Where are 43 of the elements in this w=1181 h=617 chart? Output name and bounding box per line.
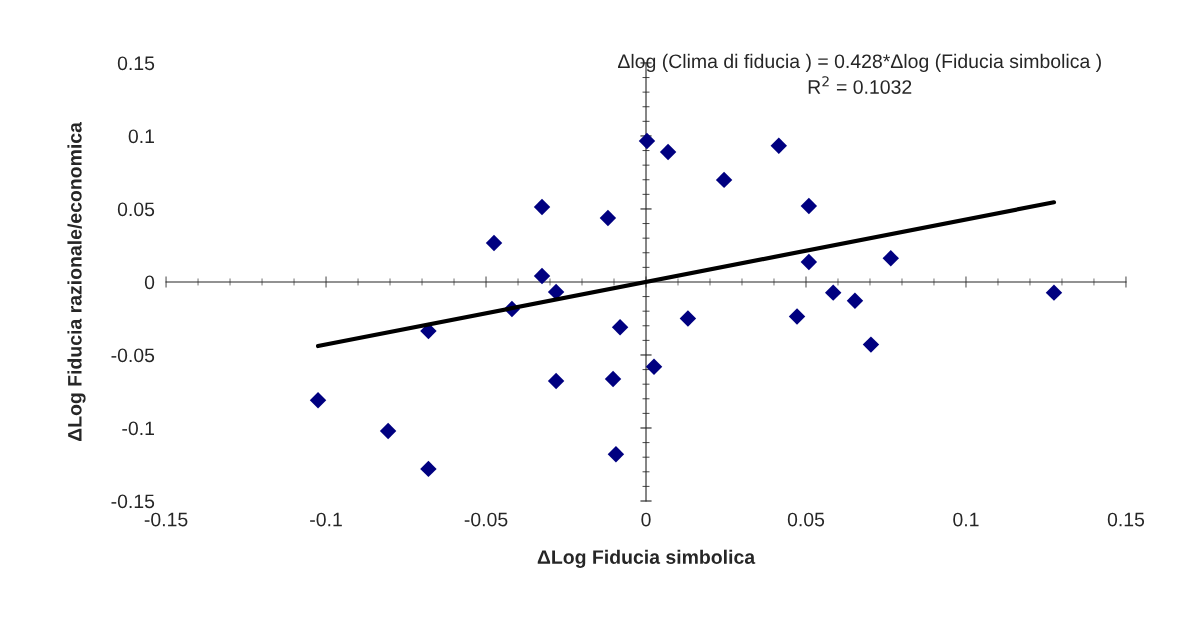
point [611, 319, 629, 336]
x-tick-label: -0.15 [144, 512, 188, 527]
x-tick-label: 0.05 [787, 512, 825, 527]
x-axis-title: ΔLog Fiducia simbolica [537, 549, 756, 568]
point [788, 308, 806, 325]
y-tick-label: -0.15 [111, 494, 155, 509]
y-tick-label: -0.05 [111, 348, 155, 363]
point [659, 143, 677, 161]
y-tick-label: 0.15 [117, 56, 155, 71]
y-tick-label: 0.1 [128, 129, 154, 144]
point [824, 284, 842, 301]
y-tick-label: 0 [144, 275, 155, 290]
y-tick-label: -0.1 [122, 421, 154, 436]
point [862, 336, 880, 353]
point [645, 358, 663, 375]
point [379, 422, 397, 440]
x-tick-label: 0 [641, 512, 651, 527]
point [770, 137, 788, 154]
x-tick-label: 0.15 [1107, 512, 1145, 527]
point [846, 292, 864, 309]
point [607, 446, 625, 463]
point [309, 392, 327, 409]
x-tick-label: -0.1 [310, 512, 342, 527]
point [599, 209, 617, 227]
x-tick-label: 0.1 [953, 512, 979, 527]
annotation: Δlog (Clima di fiducia ) = 0.428*Δlog (Fiducia simbolica ) [617, 53, 1101, 72]
point [533, 267, 551, 285]
y-tick-label: 0.05 [117, 202, 155, 217]
point [800, 197, 818, 215]
x-tick-label: -0.05 [464, 512, 508, 527]
point [638, 132, 656, 150]
point [547, 372, 565, 390]
point [604, 370, 622, 388]
point [533, 198, 551, 216]
point [1045, 284, 1063, 301]
annotation: R$^{2}$ = 0.1032 [808, 76, 912, 94]
point [800, 253, 818, 271]
point [679, 310, 697, 327]
point [485, 234, 503, 252]
y-axis-title: ΔLog Fiducia razionale/economica [67, 121, 86, 442]
point [715, 171, 733, 189]
point [882, 250, 899, 267]
point [420, 460, 437, 478]
